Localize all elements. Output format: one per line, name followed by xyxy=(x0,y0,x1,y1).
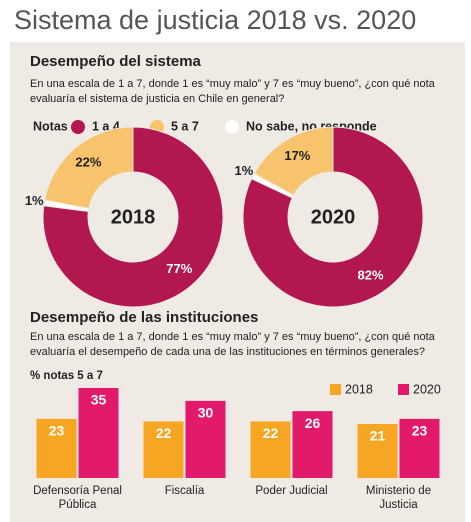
bar xyxy=(78,388,119,478)
section-heading: Desempeño del sistema xyxy=(30,53,202,70)
legend-swatch xyxy=(330,384,341,395)
data-label: 22 xyxy=(156,425,172,441)
donut-slice xyxy=(42,126,224,308)
legend-label: 2020 xyxy=(413,382,441,396)
data-label: 1% xyxy=(25,193,44,208)
legend-swatch xyxy=(398,384,409,395)
bar xyxy=(399,418,440,478)
donut-slice xyxy=(250,172,295,199)
question: En una escala de 1 a 7, donde 1 es “muy … xyxy=(30,78,435,105)
y-axis-label: % notas 5 a 7 xyxy=(30,370,103,382)
bar xyxy=(250,421,291,478)
data-label: 23 xyxy=(49,423,65,439)
bar xyxy=(36,418,77,478)
data-label: 30 xyxy=(198,405,214,421)
data-label: 1% xyxy=(235,163,254,178)
x-tick-label: Poder Judicial xyxy=(255,485,328,497)
x-tick-label: Fiscalía xyxy=(164,485,205,497)
data-label: 26 xyxy=(305,415,321,431)
data-label: 22 xyxy=(263,425,279,441)
x-tick-label: Defensoría Penal Pública xyxy=(33,485,122,511)
x-tick-label: Ministerio de Justicia xyxy=(365,485,432,511)
data-label: 77% xyxy=(166,261,192,276)
bar xyxy=(292,411,333,478)
donut-center-label: 2018 xyxy=(111,206,156,228)
data-label: 22% xyxy=(75,155,101,170)
donut-center-label: 2020 xyxy=(311,206,356,228)
bar xyxy=(357,424,398,478)
legend-label: 2018 xyxy=(345,382,373,396)
legend-swatch xyxy=(71,120,85,134)
bar xyxy=(143,421,184,478)
donut-slice xyxy=(242,126,424,308)
data-label: 82% xyxy=(357,268,383,283)
data-label: 21 xyxy=(370,428,386,444)
data-label: 17% xyxy=(284,148,310,163)
question: En una escala de 1 a 7, donde 1 es “muy … xyxy=(30,331,435,358)
legend-label: 5 a 7 xyxy=(171,119,199,133)
section-heading: Desempeño de las instituciones xyxy=(30,309,258,326)
legend-swatch xyxy=(225,120,239,134)
data-label: 23 xyxy=(412,423,428,439)
bar xyxy=(185,400,226,478)
donut-slice xyxy=(43,199,90,212)
page-title: Sistema de justicia 2018 vs. 2020 xyxy=(14,5,416,35)
data-label: 35 xyxy=(91,392,107,408)
legend-title: Notas xyxy=(33,119,68,133)
